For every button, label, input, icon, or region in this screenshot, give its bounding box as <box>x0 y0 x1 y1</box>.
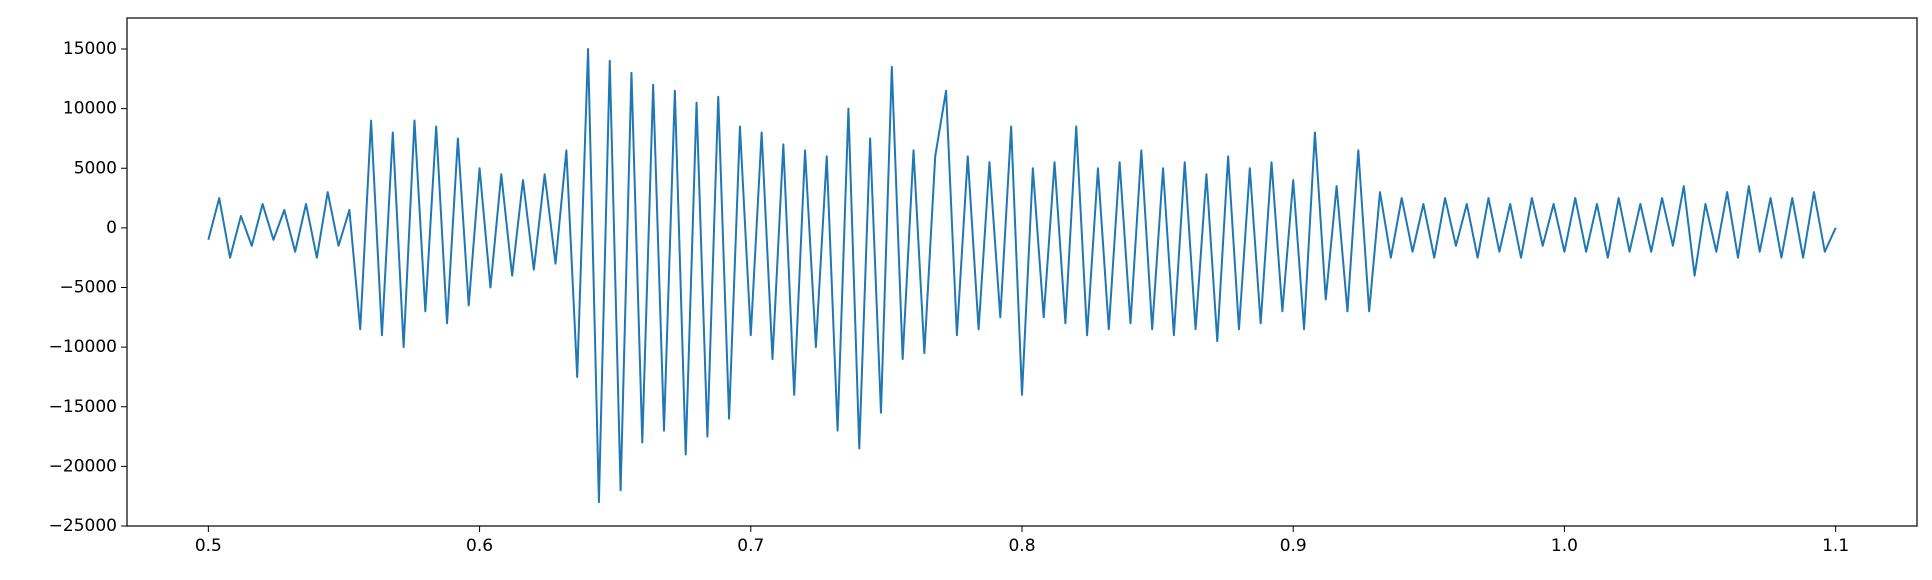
y-tick-label: −10000 <box>49 337 117 357</box>
x-tick-label: 0.6 <box>466 536 493 556</box>
x-tick-label: 0.9 <box>1280 536 1307 556</box>
y-tick-label: −15000 <box>49 397 117 417</box>
x-tick-label: 0.8 <box>1008 536 1035 556</box>
y-tick-label: −20000 <box>49 456 117 476</box>
y-tick-label: 15000 <box>63 39 117 59</box>
x-tick-label: 1.1 <box>1822 536 1849 556</box>
y-tick-label: −5000 <box>59 278 117 298</box>
plot-frame <box>126 17 1918 527</box>
y-tick-label: −25000 <box>49 516 117 536</box>
y-tick-label: 10000 <box>63 99 117 119</box>
x-tick-label: 0.5 <box>195 536 222 556</box>
waveform-line <box>207 48 1837 504</box>
y-tick-label: 0 <box>106 218 117 238</box>
x-tick-label: 0.7 <box>737 536 764 556</box>
y-tick-label: 5000 <box>74 158 117 178</box>
x-tick-label: 1.0 <box>1551 536 1578 556</box>
